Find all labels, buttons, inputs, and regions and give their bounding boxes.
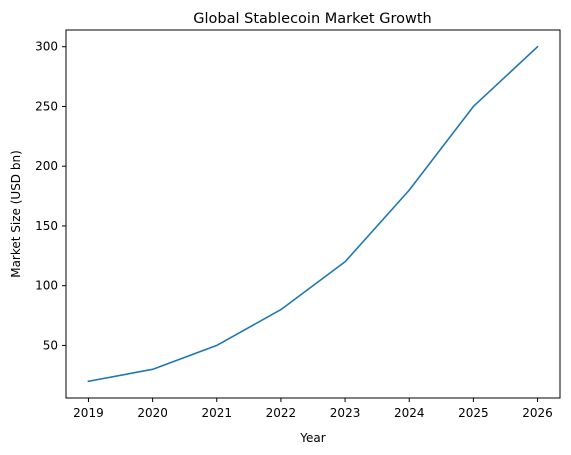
series-layer: [87, 45, 539, 383]
y-axis: 50 100 150 200 250 300: [35, 40, 66, 352]
series-line-0: [87, 45, 539, 383]
x-tick-label: 2021: [201, 406, 232, 420]
y-tick-label: 100: [35, 279, 58, 293]
y-tick-label: 150: [35, 219, 58, 233]
x-axis-label: Year: [299, 431, 325, 445]
y-tick-label: 250: [35, 99, 58, 113]
y-tick-label: 50: [43, 338, 58, 352]
x-tick-label: 2023: [330, 406, 361, 420]
y-axis-label: Market Size (USD bn): [9, 150, 23, 278]
y-tick-label: 200: [35, 159, 58, 173]
x-tick-label: 2020: [137, 406, 168, 420]
chart-title: Global Stablecoin Market Growth: [193, 11, 431, 27]
x-tick-label: 2019: [73, 406, 104, 420]
y-tick-label: 300: [35, 40, 58, 54]
x-tick-label: 2026: [522, 406, 553, 420]
x-tick-label: 2022: [266, 406, 297, 420]
plot-area: [65, 29, 561, 399]
x-tick-label: 2025: [458, 406, 489, 420]
plot-frame: [65, 29, 561, 399]
x-tick-label: 2024: [394, 406, 425, 420]
x-axis: 2019 2020 2021 2022 2023 2024 2025 2026: [73, 398, 553, 420]
